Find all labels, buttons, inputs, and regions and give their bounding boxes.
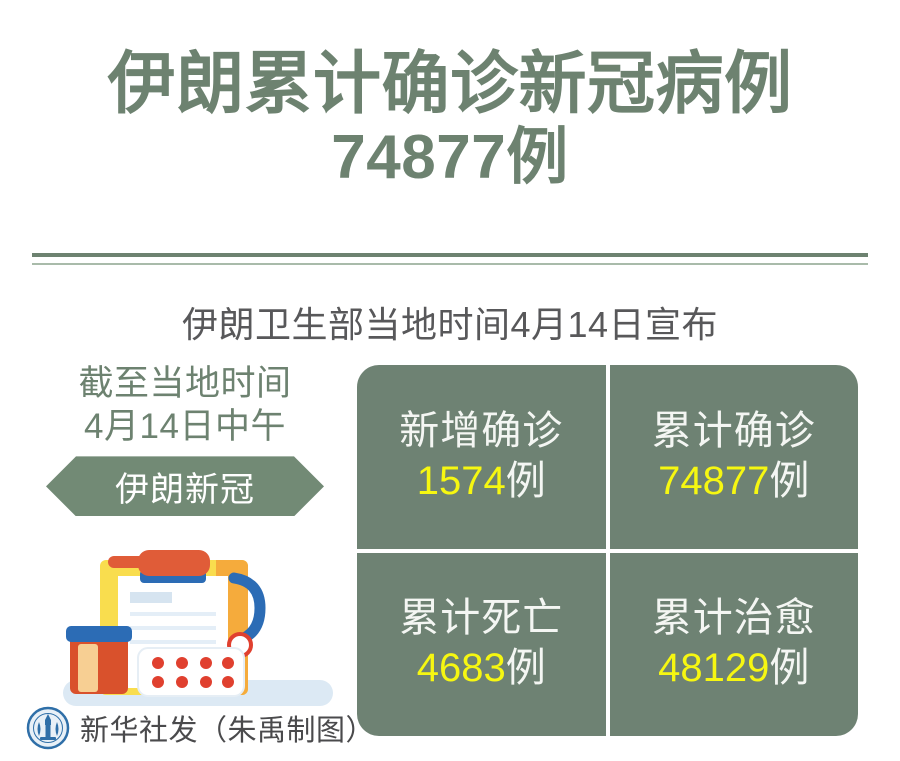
pill-bottle-label [78, 644, 98, 692]
stethoscope-tube [228, 572, 266, 644]
blister-pack [138, 648, 244, 696]
page-title-line2: 74877例 [331, 123, 569, 193]
as-of-caption-line2: 4月14日中午 [84, 406, 286, 446]
as-of-caption: 截至当地时间 4月14日中午 [20, 363, 350, 448]
blister-pill [176, 676, 188, 688]
stat-number: 1574 [416, 458, 506, 503]
divider-thin-line [32, 263, 868, 265]
stat-cell-new-confirmed: 新增确诊 1574例 [357, 365, 606, 549]
stat-label: 累计治愈 [651, 596, 816, 641]
paper-block-1 [130, 592, 172, 603]
blister-pill [222, 676, 234, 688]
stat-value: 48129例 [658, 645, 809, 692]
stat-cell-total-confirmed: 累计确诊 74877例 [610, 365, 859, 549]
blister-pill [176, 657, 188, 669]
medical-clipboard-illustration [48, 548, 338, 708]
panel-vertical-rule-bottom [605, 552, 610, 736]
subtitle: 伊朗卫生部当地时间4月14日宣布 [181, 304, 719, 345]
stat-label: 新增确诊 [399, 408, 564, 453]
stat-value: 4683例 [417, 645, 546, 692]
stat-label: 累计确诊 [651, 408, 816, 453]
paper-line-3 [130, 640, 216, 644]
pill-bottle-cap [66, 626, 132, 642]
stat-cell-total-recovered: 累计治愈 48129例 [610, 553, 859, 737]
stat-number: 48129 [658, 646, 770, 691]
blister-pill [222, 657, 234, 669]
header-divider [32, 253, 868, 265]
stat-number: 74877 [658, 458, 770, 503]
stat-value: 1574例 [417, 458, 546, 505]
blister-pack-outline [137, 647, 245, 697]
left-column: 截至当地时间 4月14日中午 伊朗新冠 [20, 363, 350, 516]
panel-horizontal-rule [357, 548, 858, 553]
panel-vertical-rule-top [605, 365, 610, 549]
blister-pill [152, 657, 164, 669]
stat-unit: 例 [769, 646, 810, 691]
stat-unit: 例 [505, 458, 546, 503]
blister-pill [200, 676, 212, 688]
stat-cell-total-deaths: 累计死亡 4683例 [357, 553, 606, 737]
footer-credit: 新华社发（朱禹制图） [26, 706, 375, 750]
page-title: 伊朗累计确诊新冠病例 74877例 [0, 46, 900, 193]
stat-unit: 例 [769, 458, 810, 503]
as-of-caption-line1: 截至当地时间 [78, 364, 292, 403]
clipboard-clip [138, 550, 210, 576]
paper-line-2 [130, 626, 216, 630]
stat-label: 累计死亡 [399, 596, 564, 641]
divider-thick-line [32, 253, 868, 257]
footer-credit-text: 新华社发（朱禹制图） [80, 715, 376, 747]
topic-banner: 伊朗新冠 [46, 456, 324, 516]
stat-value: 74877例 [658, 458, 809, 505]
stat-number: 4683 [416, 646, 506, 691]
blister-pill [200, 657, 212, 669]
stat-unit: 例 [505, 646, 546, 691]
blister-pill [152, 676, 164, 688]
paper-line-1 [130, 612, 216, 616]
xinhua-logo-icon [26, 706, 70, 750]
clipboard-clip-arm [108, 556, 150, 568]
stats-panel: 新增确诊 1574例 累计确诊 74877例 累计死亡 4683例 累计治愈 4… [357, 365, 858, 736]
page-title-line1: 伊朗累计确诊新冠病例 [107, 46, 793, 122]
